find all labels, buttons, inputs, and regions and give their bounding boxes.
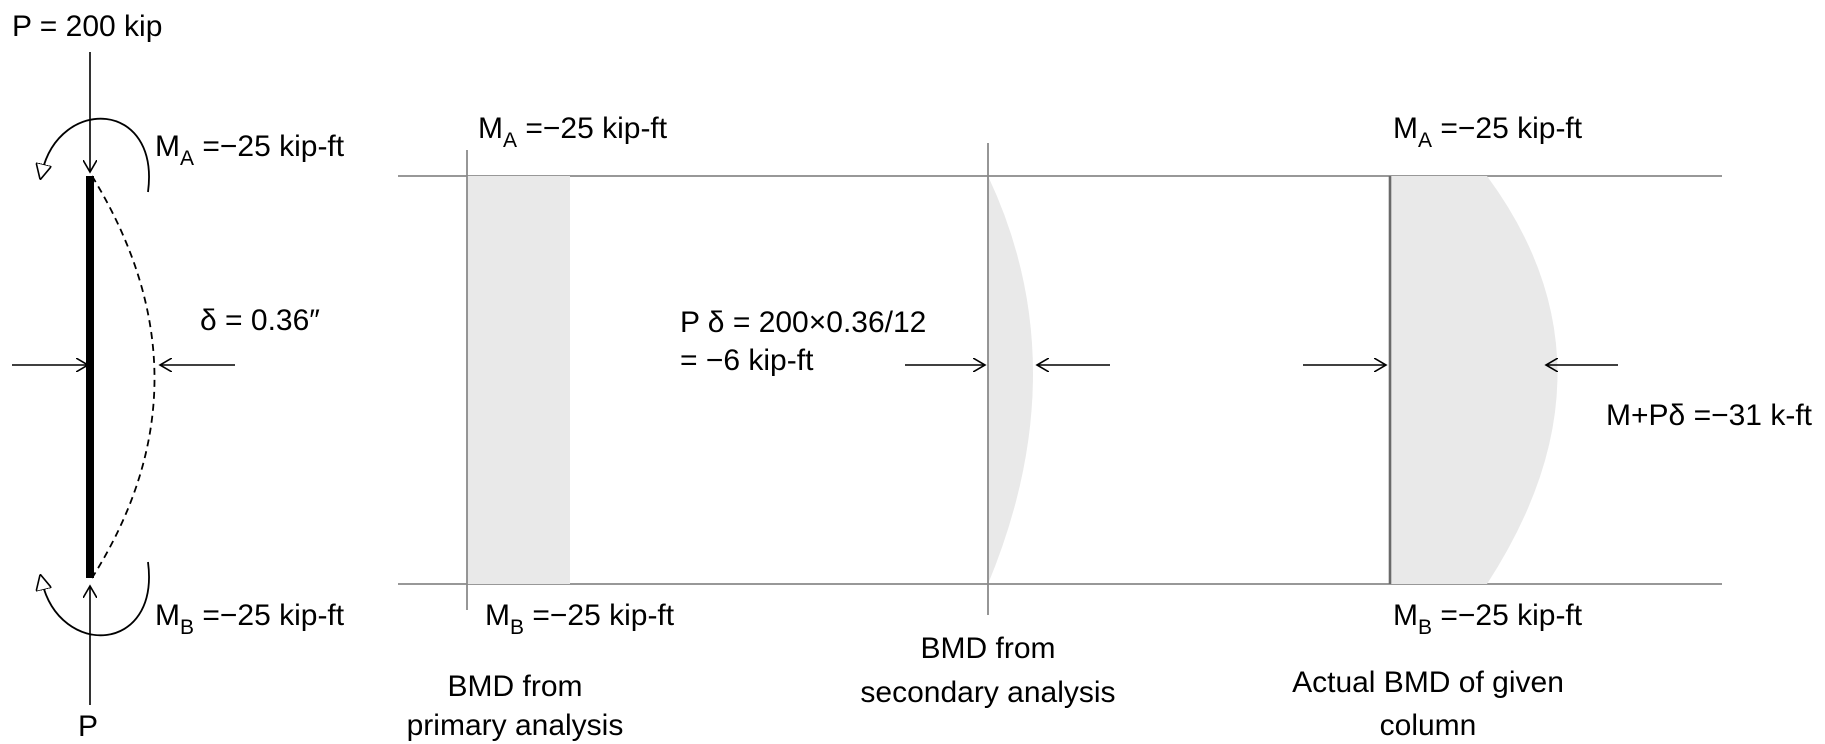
- primary-caption-line2: primary analysis: [407, 709, 624, 742]
- moment-b-left-label: MB =−25 kip-ft: [155, 599, 345, 639]
- column-sketch: P = 200 kip P δ = 0.36″ MA =−25 kip-ft M…: [12, 10, 345, 743]
- primary-bmd: MA =−25 kip-ft MB =−25 kip-ft BMD from p…: [407, 112, 675, 742]
- actual-bmd-area: [1390, 176, 1558, 584]
- moment-a-primary-label: MA =−25 kip-ft: [478, 112, 668, 152]
- secondary-formula-line1: P δ = 200×0.36/12: [680, 306, 926, 339]
- moment-arc-bottom: [42, 561, 150, 637]
- bmd-frame: [398, 175, 1722, 585]
- load-top-label: P = 200 kip: [12, 10, 162, 43]
- moment-arc-top: [42, 117, 150, 193]
- actual-caption-line2: column: [1380, 709, 1477, 742]
- primary-caption-line1: BMD from: [448, 670, 583, 703]
- actual-caption-line1: Actual BMD of given: [1292, 666, 1564, 699]
- secondary-bmd-area: [988, 176, 1033, 584]
- moment-b-primary-label: MB =−25 kip-ft: [485, 599, 675, 639]
- primary-bmd-area: [467, 176, 570, 584]
- moment-b-actual-label: MB =−25 kip-ft: [1393, 599, 1583, 639]
- moment-a-left-label: MA =−25 kip-ft: [155, 130, 345, 170]
- actual-moment-label: M+Pδ =−31 k-ft: [1606, 399, 1813, 432]
- secondary-formula-line2: = −6 kip-ft: [680, 344, 814, 377]
- deflection-label: δ = 0.36″: [200, 304, 320, 337]
- load-bottom-label: P: [78, 710, 98, 743]
- secondary-caption-line1: BMD from: [921, 632, 1056, 665]
- deflected-shape: [91, 175, 156, 579]
- secondary-caption-line2: secondary analysis: [860, 676, 1115, 709]
- actual-bmd: MA =−25 kip-ft MB =−25 kip-ft M+Pδ =−31 …: [1292, 112, 1813, 742]
- moment-a-actual-label: MA =−25 kip-ft: [1393, 112, 1583, 152]
- secondary-bmd: P δ = 200×0.36/12 = −6 kip-ft BMD from s…: [680, 143, 1116, 709]
